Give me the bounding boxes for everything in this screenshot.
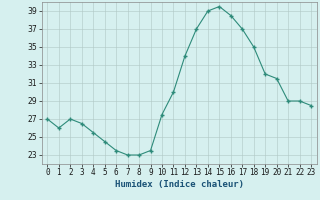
X-axis label: Humidex (Indice chaleur): Humidex (Indice chaleur) (115, 180, 244, 189)
